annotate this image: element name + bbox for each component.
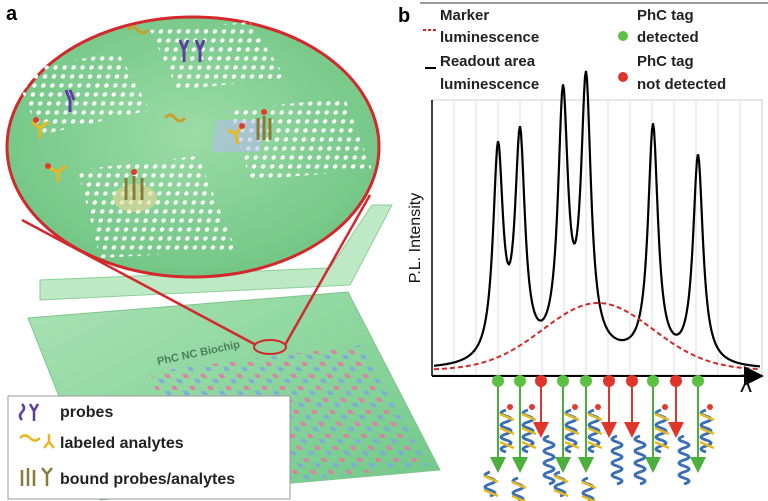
label-dot [131, 169, 137, 175]
helix [544, 436, 554, 484]
legend-a: probes labeled analytes bound probes/ana… [8, 396, 290, 499]
label-dot [261, 109, 267, 115]
x-axis-label: λ [740, 371, 752, 398]
tag-dot [492, 375, 504, 387]
legend-text: probes [60, 404, 113, 421]
helix [612, 436, 622, 484]
legend-text: PhC tag [637, 7, 694, 24]
legend-text: Readout area [440, 53, 536, 70]
tag-dot [535, 375, 547, 387]
tag-dot [647, 375, 659, 387]
legend-text: Marker [440, 7, 489, 24]
plot [432, 71, 762, 501]
panel-label: b [398, 5, 410, 27]
legend-swatch [618, 31, 628, 41]
legend-text: luminescence [440, 76, 539, 93]
y-axis-label: P.L. Intensity [407, 193, 424, 283]
label-dot [239, 123, 245, 129]
tag-dot [626, 375, 638, 387]
tag-dot [514, 375, 526, 387]
helix-label [572, 404, 578, 410]
legend-text: not detected [637, 76, 726, 93]
helix-label [529, 404, 535, 410]
tag-dot [670, 375, 682, 387]
legend-text: labeled analytes [60, 435, 184, 452]
tag-dot [580, 375, 592, 387]
helix-label [662, 404, 668, 410]
tag-dot [557, 375, 569, 387]
panel-label: a [6, 3, 18, 25]
page: {"panel_a": {"label": "a", "chip_label":… [0, 0, 768, 501]
legend-text: PhC tag [637, 53, 694, 70]
figure: a PhC NC Biochip [0, 0, 768, 501]
helix-label [707, 404, 713, 410]
legend-text: bound probes/analytes [60, 471, 235, 488]
label-dot [33, 117, 39, 123]
helix-label [507, 404, 513, 410]
helix-label [595, 404, 601, 410]
helix [635, 436, 645, 484]
legend-swatch [618, 72, 628, 82]
tag-dot [692, 375, 704, 387]
legend-text: detected [637, 29, 699, 46]
tag-dot [603, 375, 615, 387]
legend-b: Marker luminescence Readout area lumines… [423, 7, 726, 93]
label-dot [45, 163, 51, 169]
helix [679, 436, 689, 484]
legend-text: luminescence [440, 29, 539, 46]
